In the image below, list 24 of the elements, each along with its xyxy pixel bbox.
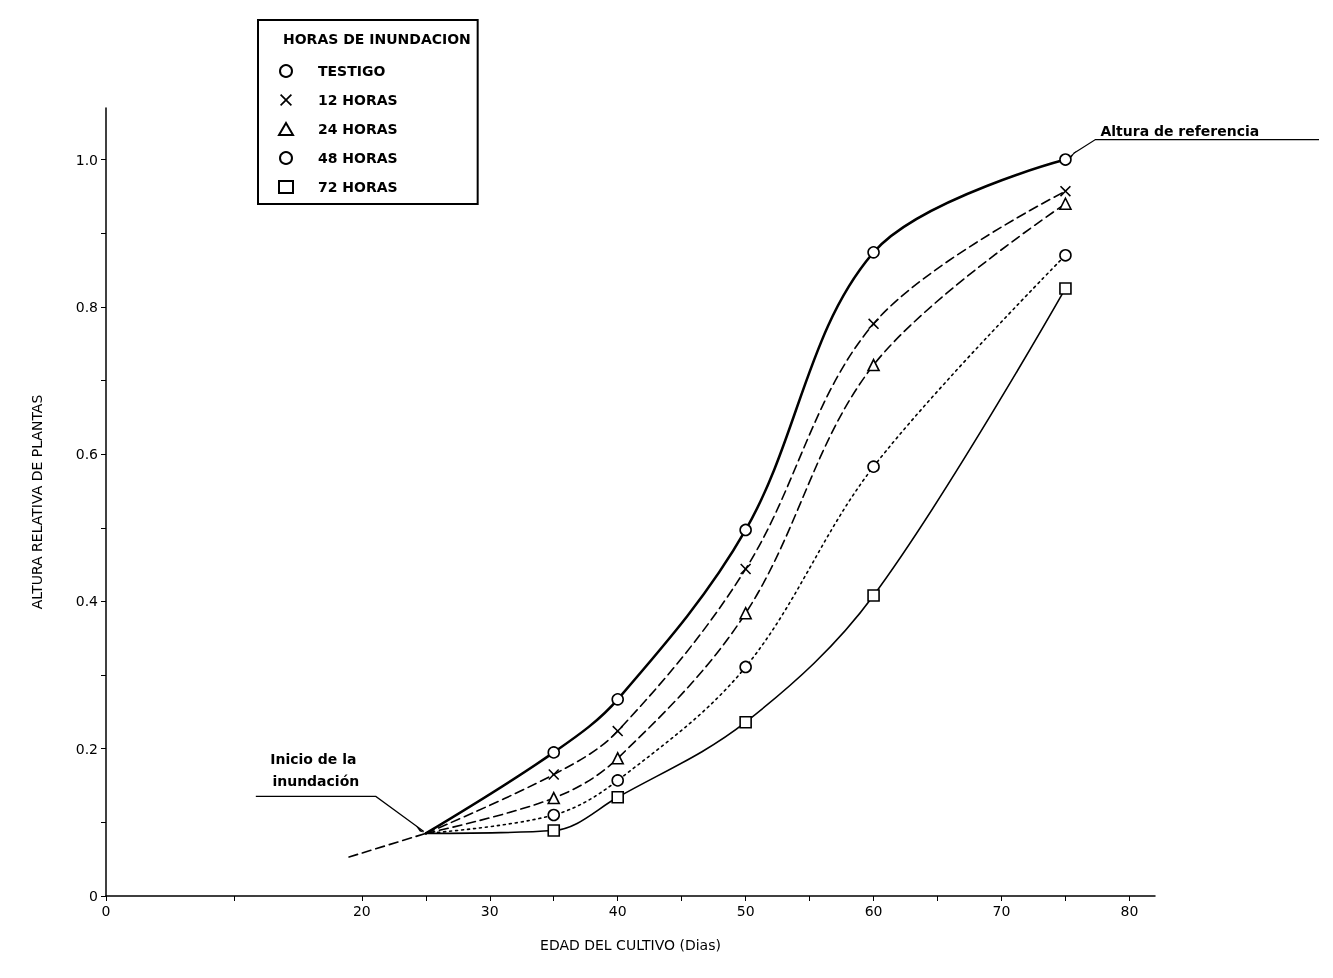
x-tick-label: 70 <box>992 903 1011 919</box>
legend-label: 72 HORAS <box>318 179 398 195</box>
x-axis-title: EDAD DEL CULTIVO (Dias) <box>540 937 721 953</box>
legend-title: HORAS DE INUNDACION <box>283 31 471 47</box>
x-tick-label: 40 <box>608 903 627 919</box>
x-tick-label: 50 <box>736 903 755 919</box>
annotation: Inicio de la inundación <box>270 751 362 790</box>
legend-label: TESTIGO <box>318 63 386 79</box>
y-tick-label: 0.2 <box>75 740 98 757</box>
y-tick-label: 0.6 <box>75 446 99 463</box>
legend-label: 48 HORAS <box>318 150 398 166</box>
y-tick-label: 0 <box>89 888 98 904</box>
x-tick-label: 30 <box>480 903 499 919</box>
y-tick-label: 0.8 <box>75 298 98 315</box>
y-tick-label: 0.4 <box>75 593 99 610</box>
x-tick-label: 60 <box>864 903 883 919</box>
x-tick-label: 20 <box>352 903 371 919</box>
x-tick-label: 80 <box>1120 903 1139 919</box>
legend-label: 12 HORAS <box>318 92 398 108</box>
y-tick-label: 1.0 <box>75 151 98 168</box>
legend-label: 24 HORAS <box>318 121 398 137</box>
x-tick-label: 0 <box>101 903 111 919</box>
y-axis-title: ALTURA RELATIVA DE PLANTAS <box>29 394 45 610</box>
annotation: Altura de referencia <box>1100 122 1260 139</box>
